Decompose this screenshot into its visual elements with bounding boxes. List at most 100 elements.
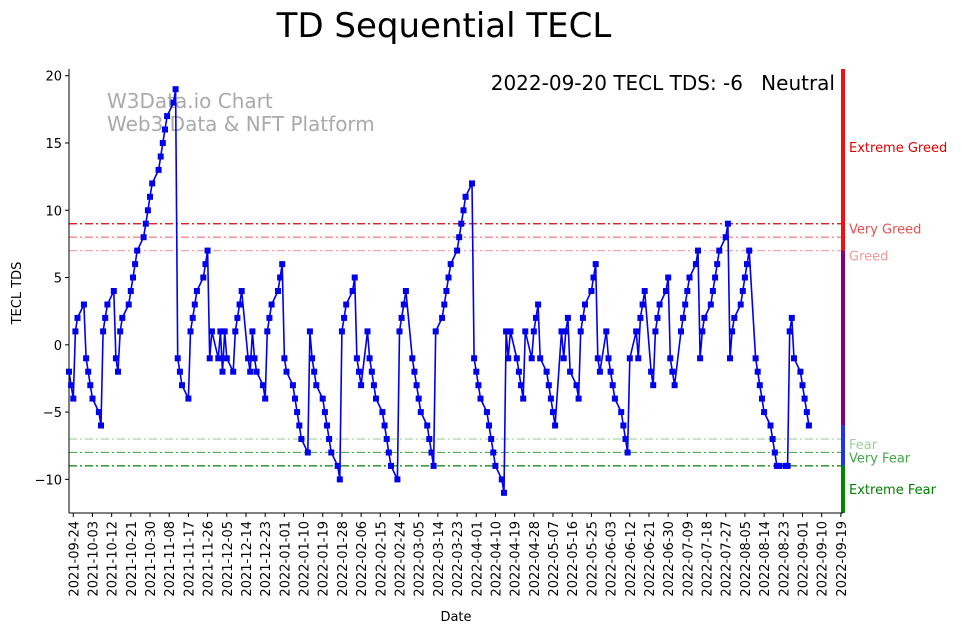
data-point [130, 274, 136, 281]
data-point [460, 207, 467, 214]
x-tick-label: 2022-01-28 [336, 521, 351, 597]
data-point [343, 301, 350, 308]
x-tick-label: 2022-09-01 [796, 521, 811, 597]
data-point [381, 422, 388, 429]
data-point [102, 314, 109, 321]
data-point [754, 368, 761, 375]
data-point [477, 395, 484, 402]
data-point [441, 301, 448, 308]
data-point [801, 395, 808, 402]
data-point [289, 382, 296, 389]
data-point [326, 436, 333, 442]
data-point [134, 247, 141, 254]
data-point [266, 314, 273, 321]
data-point [637, 314, 644, 321]
data-point [247, 368, 254, 375]
data-point [458, 220, 465, 227]
data-point [385, 449, 392, 456]
data-point [411, 368, 418, 375]
data-point [767, 422, 774, 429]
data-point [746, 247, 753, 254]
reference-line-label: Greed [849, 250, 888, 265]
zone-label: Extreme Fear [849, 483, 937, 498]
data-point [805, 422, 812, 429]
data-point [189, 314, 196, 321]
status-readout: 2022-09-20 TECL TDS: -6 Neutral [491, 71, 835, 95]
data-point [515, 368, 522, 375]
x-tick-label: 2021-12-05 [221, 521, 236, 597]
data-point [722, 234, 729, 241]
data-point [573, 382, 580, 389]
data-point [669, 368, 676, 375]
data-point [564, 314, 571, 321]
data-point [200, 274, 207, 281]
data-point [752, 355, 759, 362]
data-point [279, 261, 286, 268]
data-point [803, 409, 810, 416]
chart-title: TD Sequential TECL [276, 6, 612, 46]
data-point [149, 180, 156, 187]
data-point [208, 328, 215, 335]
data-point [607, 368, 614, 375]
reference-line-label: Very Greed [849, 223, 921, 238]
data-point [313, 382, 320, 389]
data-point [394, 476, 401, 483]
data-point [663, 288, 669, 294]
data-point [230, 368, 237, 375]
x-tick-label: 2022-06-21 [643, 521, 658, 597]
data-point [731, 314, 738, 321]
data-point [759, 395, 765, 402]
data-point [396, 328, 403, 335]
x-tick-label: 2022-04-10 [489, 521, 504, 597]
data-point [351, 274, 358, 281]
data-point [70, 395, 77, 402]
data-point [594, 355, 601, 362]
data-point [104, 301, 111, 308]
data-point [402, 288, 409, 294]
data-point [596, 368, 603, 375]
data-point [716, 247, 723, 254]
data-point [234, 314, 241, 321]
data-point [277, 274, 284, 281]
data-point [85, 368, 92, 375]
data-point [641, 288, 648, 294]
data-point [162, 126, 168, 133]
data-point [582, 301, 588, 308]
data-point [562, 328, 569, 335]
data-point [193, 288, 200, 294]
data-point [368, 368, 375, 375]
data-point [590, 274, 597, 281]
data-point [618, 409, 625, 416]
data-point [624, 449, 631, 456]
data-point [678, 328, 684, 335]
y-axis-label: TECL TDS [10, 262, 25, 326]
data-point [469, 180, 475, 187]
data-point [223, 355, 230, 362]
data-point [665, 274, 672, 281]
x-tick-label: 2022-01-19 [317, 521, 332, 597]
x-tick-label: 2022-09-19 [835, 521, 850, 597]
data-point [503, 328, 510, 335]
data-point [221, 328, 228, 335]
x-tick-label: 2021-11-26 [202, 521, 217, 597]
data-point [379, 409, 386, 416]
data-point [695, 247, 701, 254]
data-point [249, 328, 256, 335]
data-point [159, 140, 166, 146]
data-point [398, 314, 405, 321]
data-point [475, 382, 482, 389]
data-point [112, 355, 119, 362]
data-point [400, 301, 407, 308]
data-point [635, 355, 642, 362]
data-point [373, 395, 379, 402]
data-point [535, 301, 542, 308]
zone-label: Extreme Greed [849, 141, 947, 156]
data-point [260, 382, 266, 389]
x-tick-label: 2022-08-23 [777, 521, 792, 597]
x-tick-label: 2022-09-10 [816, 521, 831, 597]
data-point [185, 395, 192, 402]
data-point [697, 355, 704, 362]
data-point [356, 368, 362, 375]
data-point [191, 301, 198, 308]
